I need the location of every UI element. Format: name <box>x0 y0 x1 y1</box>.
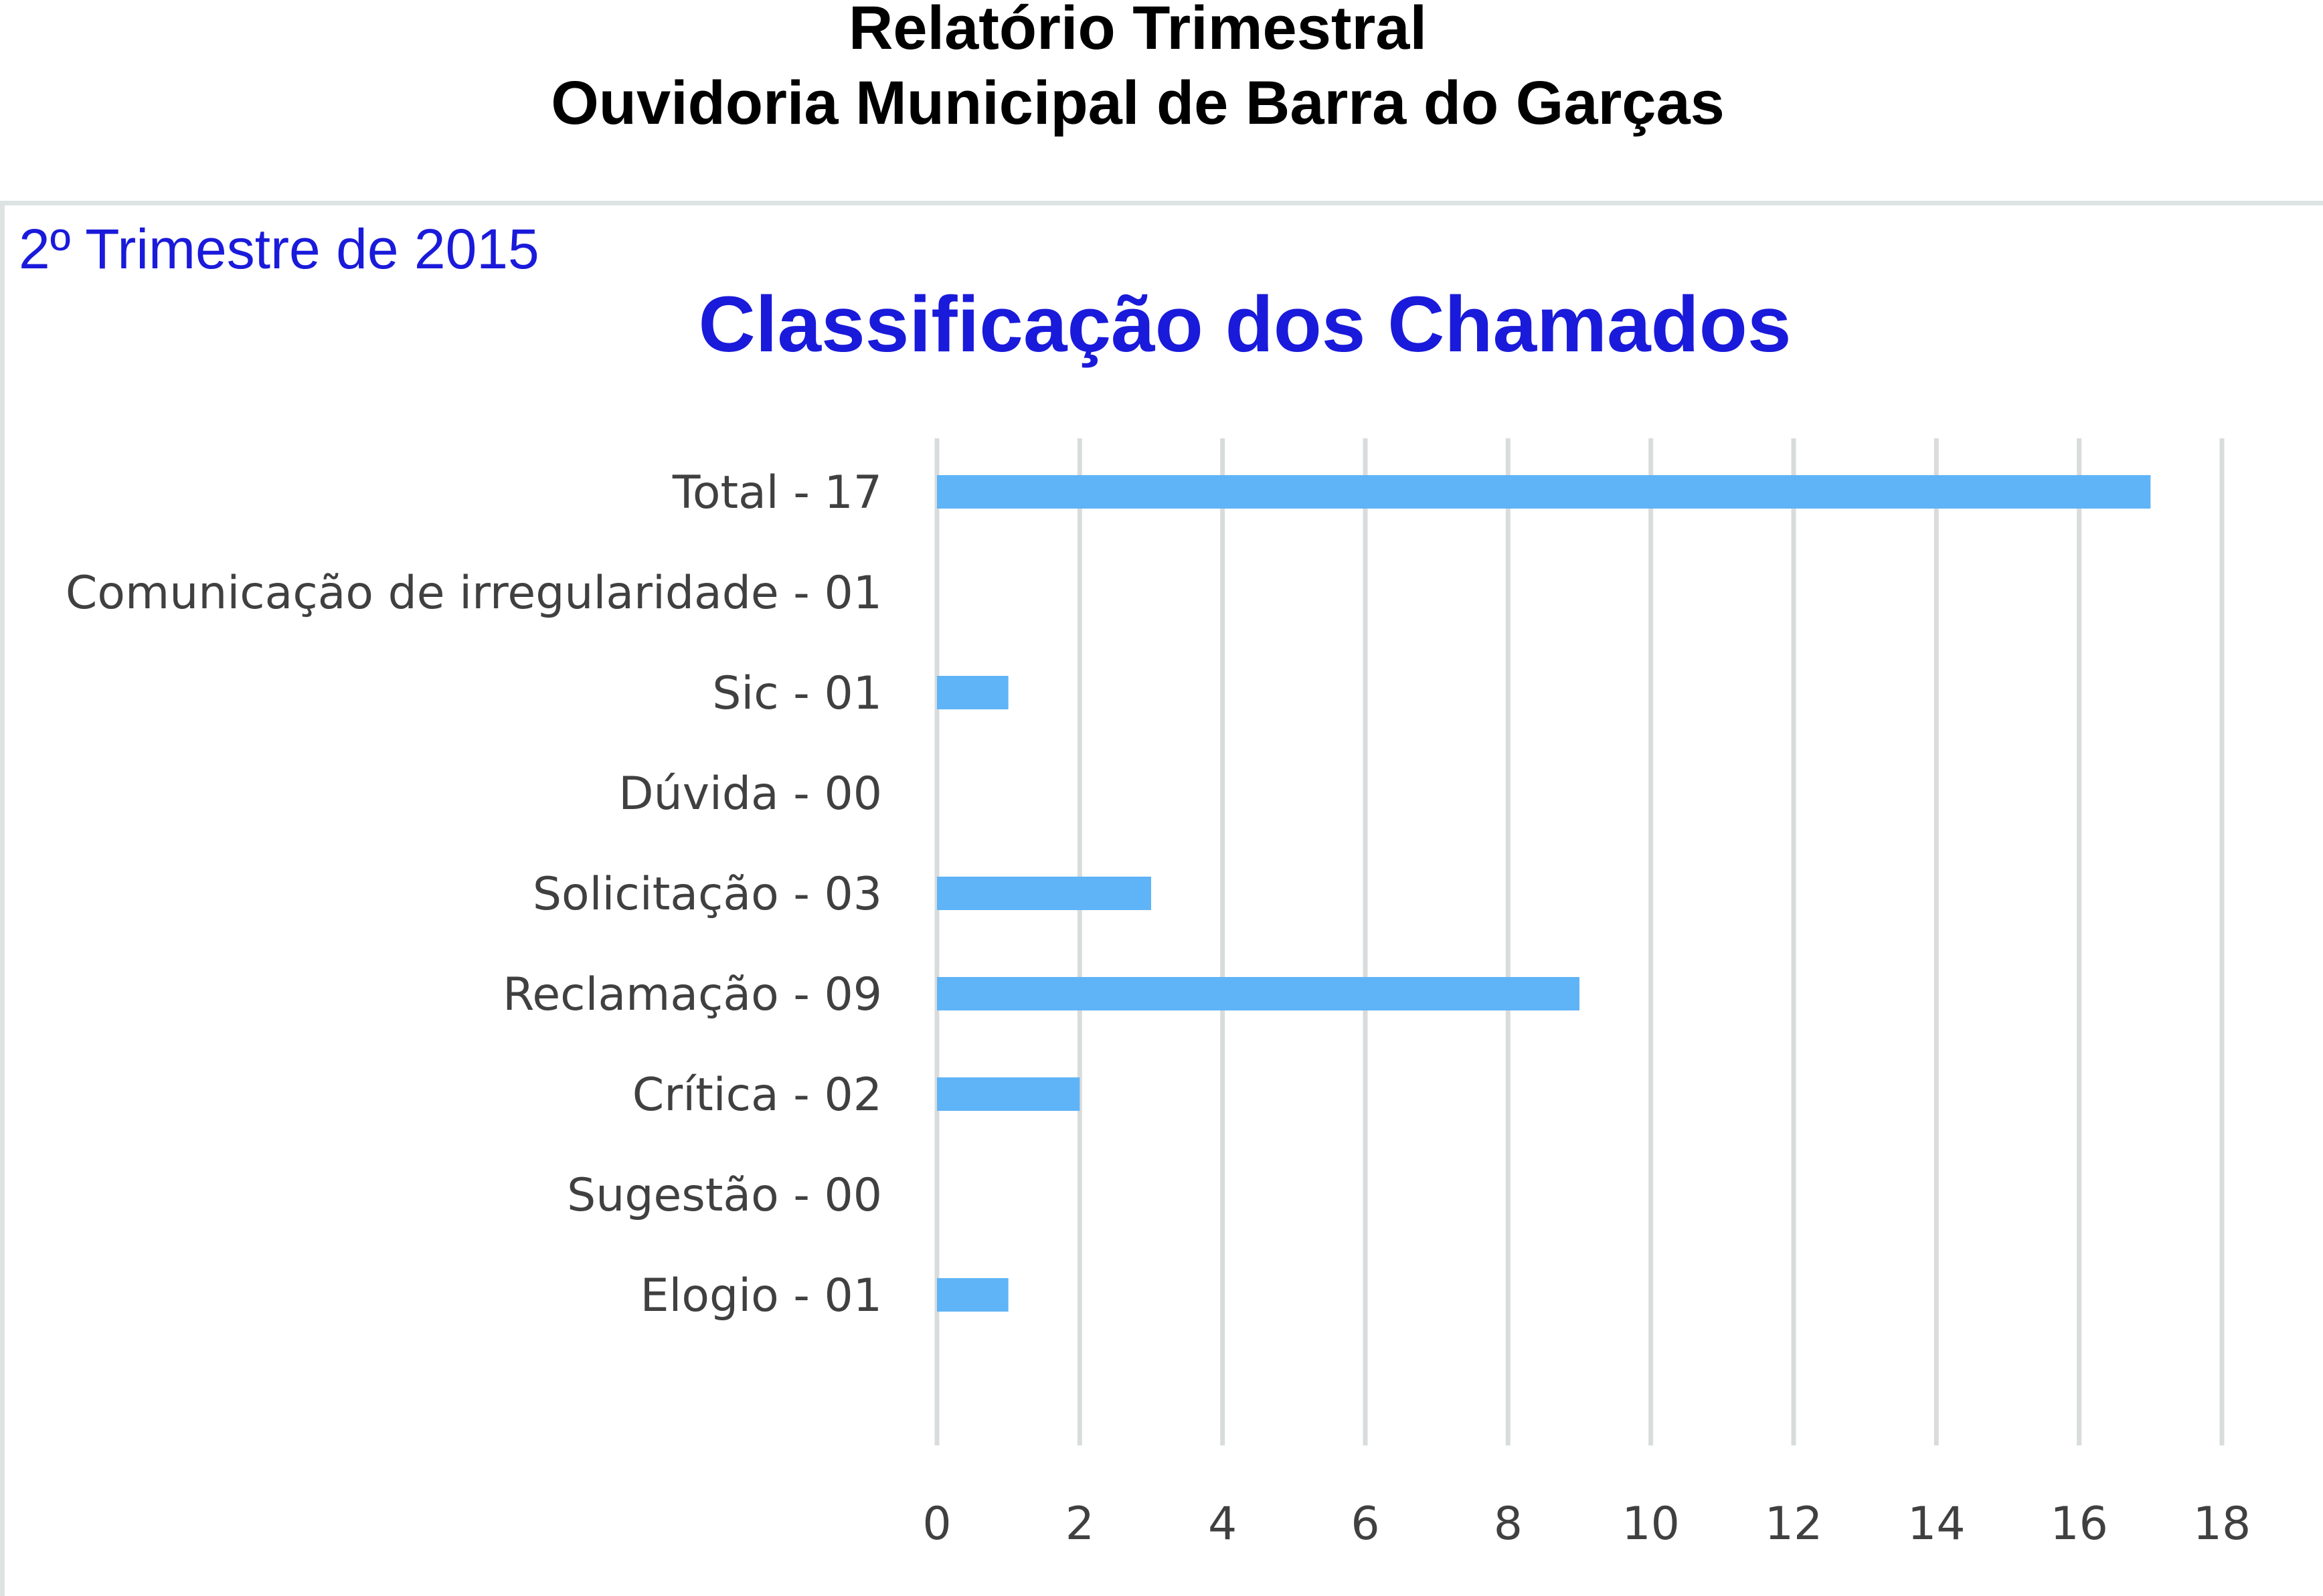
x-tick-label: 14 <box>1907 1498 1966 1550</box>
bar <box>937 977 1579 1010</box>
x-tick-label: 2 <box>1065 1498 1094 1550</box>
bars <box>937 475 2151 1312</box>
period-label: 2º Trimestre de 2015 <box>19 217 539 280</box>
category-label: Elogio - 01 <box>640 1269 882 1322</box>
bar <box>937 1077 1080 1111</box>
x-tick-labels: 0 2 4 6 8 10 12 14 16 18 <box>922 1498 2251 1550</box>
category-label: Crítica - 02 <box>632 1069 882 1122</box>
x-tick-label: 8 <box>1494 1498 1523 1550</box>
x-tick-label: 6 <box>1351 1498 1379 1550</box>
x-tick-label: 16 <box>2050 1498 2108 1550</box>
report-title-line1: Relatório Trimestral <box>848 0 1428 62</box>
bar <box>937 475 2151 509</box>
bar <box>937 877 1151 910</box>
x-tick-label: 12 <box>1765 1498 1823 1550</box>
grid-lines <box>934 438 2225 1445</box>
category-label: Sugestão - 00 <box>567 1169 882 1222</box>
bar <box>937 1278 1009 1312</box>
category-label: Sic - 01 <box>712 667 882 720</box>
category-labels: Total - 17 Comunicação de irregularidade … <box>66 466 882 1322</box>
x-tick-label: 18 <box>2193 1498 2251 1550</box>
x-tick-label: 4 <box>1208 1498 1237 1550</box>
category-label: Dúvida - 00 <box>618 768 882 820</box>
report-title: Relatório Trimestral Ouvidoria Municipal… <box>0 0 2275 141</box>
category-label: Comunicação de irregularidade - 01 <box>66 567 882 620</box>
x-tick-label: 0 <box>922 1498 951 1550</box>
x-tick-label: 10 <box>1622 1498 1680 1550</box>
category-label: Reclamação - 09 <box>503 968 882 1021</box>
category-label: Solicitação - 03 <box>533 868 882 921</box>
report-title-line2: Ouvidoria Municipal de Barra do Garças <box>551 69 1725 137</box>
category-label: Total - 17 <box>672 466 882 519</box>
bar <box>937 676 1009 709</box>
chart-title: Classificação dos Chamados <box>698 280 1792 369</box>
